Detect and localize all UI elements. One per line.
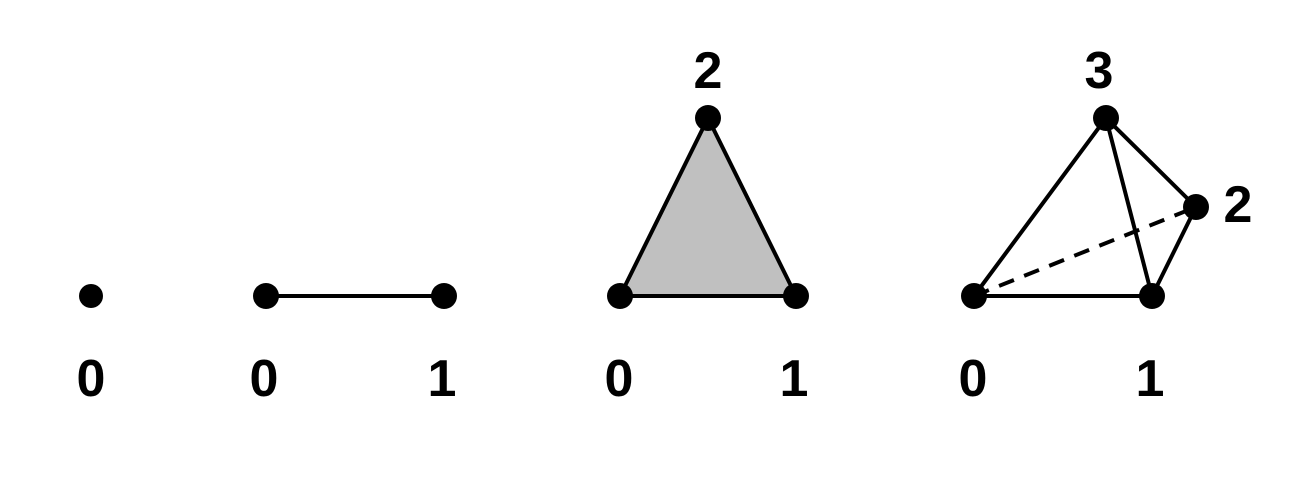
vertex-label-0: 0 — [77, 350, 106, 408]
simplex-0: 0 — [77, 284, 106, 408]
vertex-1 — [431, 283, 457, 309]
edge-0-3 — [972, 116, 1108, 298]
vertex-0 — [79, 284, 103, 308]
vertex-label-0: 0 — [959, 350, 988, 408]
vertex-label-2: 2 — [694, 42, 723, 100]
vertex-0 — [961, 283, 987, 309]
simplex-1: 0 1 — [250, 283, 457, 408]
vertex-3 — [1093, 105, 1119, 131]
simplex-2: 0 1 2 — [605, 42, 809, 408]
vertex-label-0: 0 — [250, 350, 279, 408]
hidden-edge-0-2 — [973, 205, 1197, 298]
edge-3-2 — [1104, 116, 1198, 209]
vertex-1 — [1139, 283, 1165, 309]
vertex-1 — [783, 283, 809, 309]
vertex-2 — [695, 105, 721, 131]
triangle-face — [618, 116, 798, 298]
vertex-label-1: 1 — [780, 350, 809, 408]
vertex-0 — [253, 283, 279, 309]
vertex-label-0: 0 — [605, 350, 634, 408]
vertex-label-2: 2 — [1224, 176, 1253, 234]
vertex-label-3: 3 — [1085, 42, 1114, 100]
vertex-label-1: 1 — [1136, 350, 1165, 408]
vertex-2 — [1183, 194, 1209, 220]
edge-3-1 — [1104, 116, 1154, 298]
vertex-0 — [607, 283, 633, 309]
simplex-3: 0 1 2 3 — [959, 42, 1253, 408]
edge-1-2 — [1150, 205, 1198, 298]
vertex-label-1: 1 — [428, 350, 457, 408]
